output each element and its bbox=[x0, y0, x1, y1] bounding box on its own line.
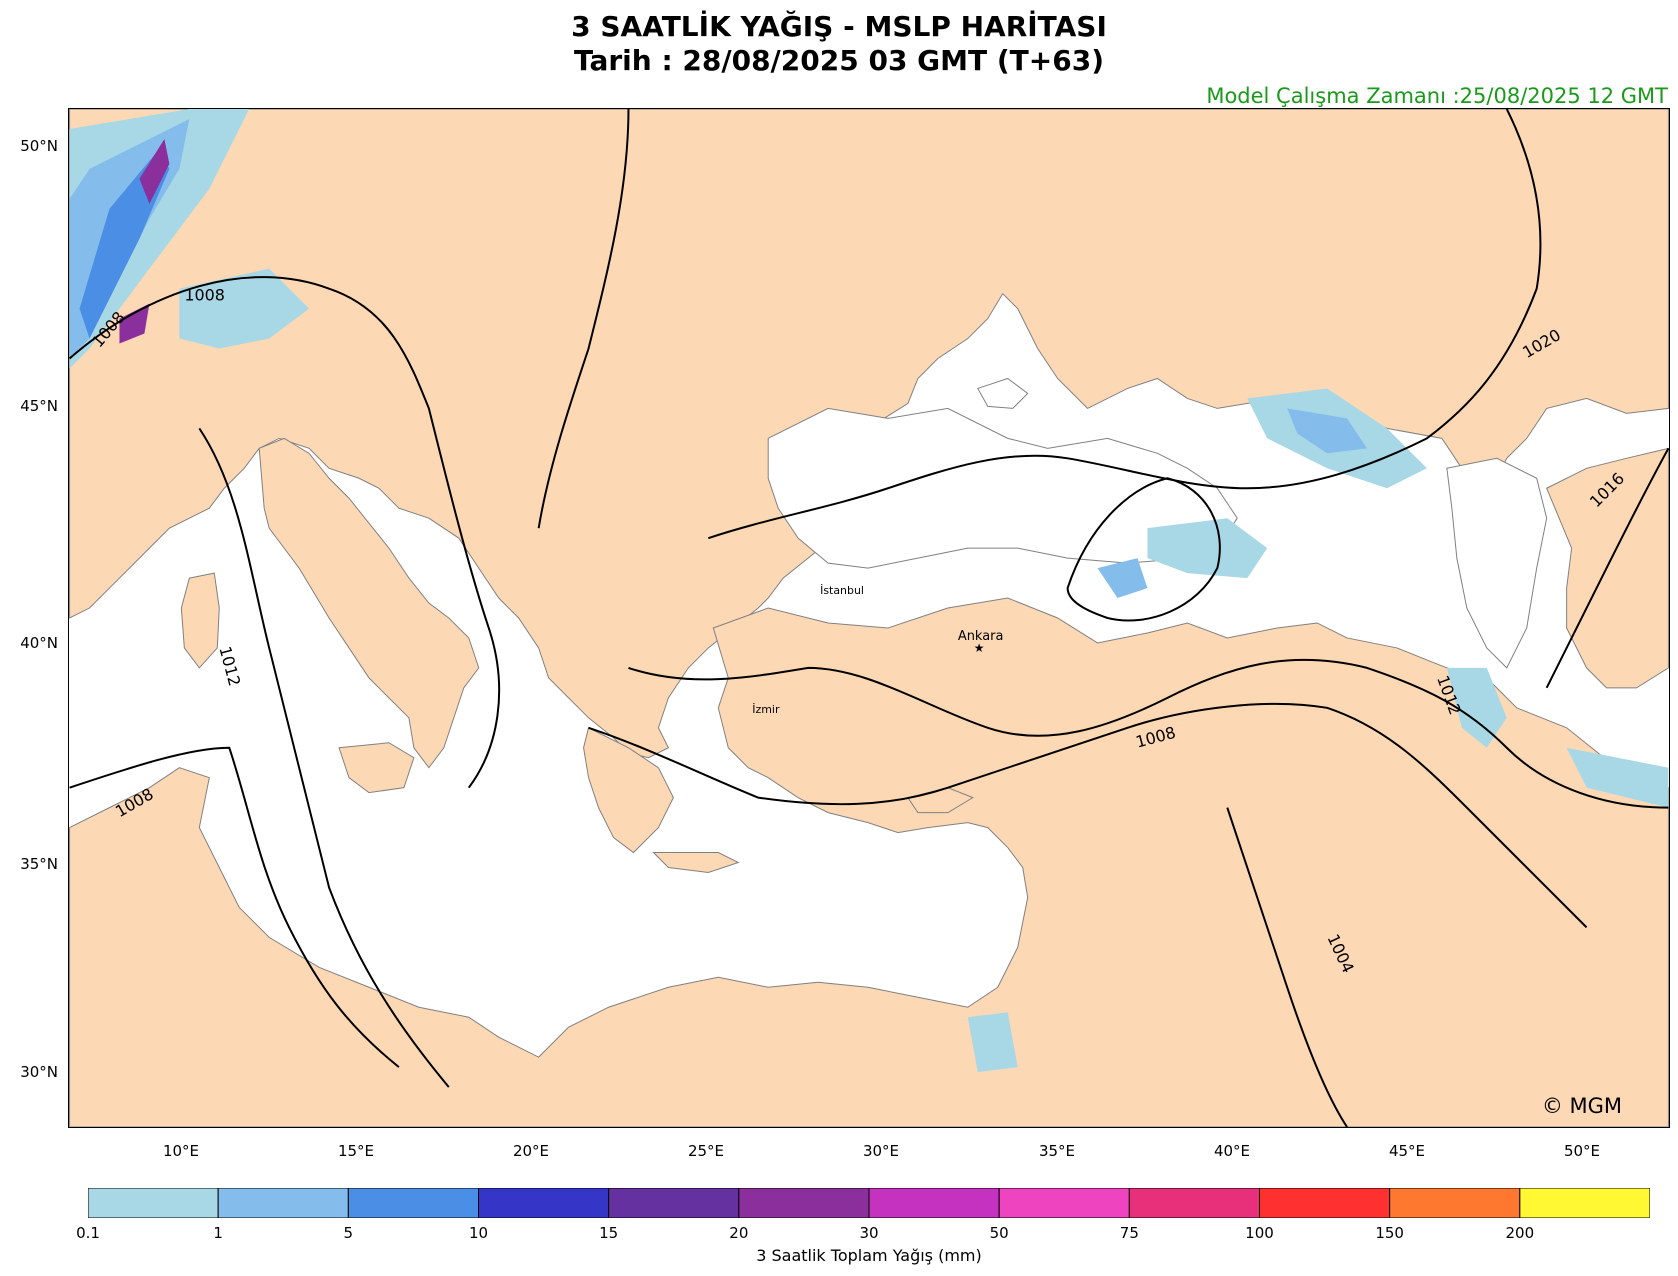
colorbar-title: 3 Saatlik Toplam Yağış (mm) bbox=[756, 1246, 982, 1265]
precip-alps-core2 bbox=[119, 303, 150, 344]
azov-sea bbox=[977, 377, 1029, 409]
precip-trabzon bbox=[1147, 518, 1268, 579]
colorbar-tick-label: 5 bbox=[343, 1224, 354, 1242]
lon-label-45: 45°E bbox=[1388, 1142, 1426, 1160]
lat-label-30: 30°N bbox=[20, 1063, 58, 1081]
city-star-ankara: ★ bbox=[974, 641, 985, 655]
precipitation-colorbar bbox=[88, 1188, 1650, 1218]
sardinia-land bbox=[180, 572, 220, 669]
city-label-ankara: Ankara bbox=[958, 629, 1004, 644]
precip-sinai bbox=[967, 1012, 1018, 1073]
isobar-1008-turkey bbox=[628, 658, 1669, 809]
lon-label-35: 35°E bbox=[1038, 1142, 1076, 1160]
lat-label-50: 50°N bbox=[20, 137, 58, 155]
isobar-1016 bbox=[1545, 447, 1669, 689]
inland-seas bbox=[767, 377, 1548, 669]
colorbar-segment bbox=[88, 1188, 219, 1218]
colorbar-segment bbox=[1128, 1188, 1261, 1218]
colorbar-tick-label: 0.1 bbox=[76, 1224, 100, 1242]
isobar-label-1: 1008 bbox=[184, 286, 225, 305]
precip-caucasus-mid bbox=[1287, 408, 1368, 454]
lon-label-50: 50°E bbox=[1563, 1142, 1601, 1160]
crete-land bbox=[652, 852, 740, 874]
sicily-land bbox=[338, 742, 415, 794]
city-label-izmir: İzmir bbox=[752, 703, 780, 716]
colorbar-tick-label: 20 bbox=[729, 1224, 749, 1242]
anatolia-middleeast-africa-land bbox=[69, 597, 1669, 1127]
city-markers: İstanbul Ankara ★ İzmir bbox=[752, 584, 1003, 716]
land-masses bbox=[69, 109, 1669, 1127]
colorbar-segment bbox=[347, 1188, 480, 1218]
colorbar-tick-label: 1 bbox=[213, 1224, 223, 1242]
colorbar-tick-label: 15 bbox=[599, 1224, 619, 1242]
lon-label-40: 40°E bbox=[1213, 1142, 1251, 1160]
precipitation-mslp-map: 1008 1008 1008 1012 1008 1012 1004 1016 … bbox=[68, 108, 1670, 1128]
lat-label-35: 35°N bbox=[20, 855, 58, 873]
isobar-1012-anatolia bbox=[588, 702, 1588, 929]
colorbar-segment bbox=[1519, 1188, 1650, 1218]
precipitation-areas bbox=[69, 109, 1669, 1073]
model-run-time: Model Çalışma Zamanı :25/08/2025 12 GMT bbox=[1206, 84, 1668, 108]
colorbar-tick-label: 150 bbox=[1375, 1224, 1404, 1242]
colorbar-tick-label: 50 bbox=[989, 1224, 1009, 1242]
isobar-1004 bbox=[1226, 807, 1348, 1127]
lon-label-30: 30°E bbox=[862, 1142, 900, 1160]
isobar-1020 bbox=[708, 109, 1542, 540]
colorbar-segment bbox=[738, 1188, 870, 1218]
colorbar-segment bbox=[478, 1188, 610, 1218]
colorbar-segment bbox=[868, 1188, 1000, 1218]
colorbar-segment bbox=[998, 1188, 1130, 1218]
precip-caspian-shore bbox=[1446, 667, 1507, 748]
city-label-istanbul: İstanbul bbox=[820, 584, 864, 597]
copyright: © MGM bbox=[1541, 1094, 1622, 1118]
lon-label-25: 25°E bbox=[687, 1142, 725, 1160]
italy-land bbox=[258, 437, 480, 769]
precip-alps-core bbox=[139, 138, 170, 204]
map-date: Tarih : 28/08/2025 03 GMT (T+63) bbox=[573, 44, 1104, 77]
colorbar-tick-label: 10 bbox=[468, 1224, 489, 1242]
lon-label-15: 15°E bbox=[337, 1142, 375, 1160]
colorbar-tick-label: 200 bbox=[1505, 1224, 1535, 1242]
greece-land bbox=[583, 727, 674, 854]
lat-label-40: 40°N bbox=[20, 634, 58, 652]
colorbar-tick-label: 100 bbox=[1245, 1224, 1274, 1242]
colorbar-segment bbox=[608, 1188, 740, 1218]
precip-north-italy bbox=[179, 268, 310, 349]
isobar-1012-central-europe bbox=[537, 109, 630, 529]
colorbar-segment bbox=[1259, 1188, 1391, 1218]
isobar-1008-sw bbox=[69, 746, 400, 1068]
caspian-sea bbox=[1446, 457, 1548, 669]
precip-ordu bbox=[1097, 558, 1148, 599]
isobar-1008-west bbox=[69, 276, 501, 789]
colorbar-segment bbox=[217, 1188, 349, 1218]
lon-label-20: 20°E bbox=[512, 1142, 550, 1160]
isobar-1012-blacksea bbox=[1066, 477, 1221, 622]
colorbar-segment bbox=[1389, 1188, 1521, 1218]
map-title: 3 SAATLİK YAĞIŞ - MSLP HARİTASI bbox=[571, 10, 1107, 43]
colorbar-tick-label: 30 bbox=[859, 1224, 879, 1242]
colorbar-tick-label: 75 bbox=[1119, 1224, 1139, 1242]
isobars bbox=[69, 109, 1669, 1127]
lon-label-10: 10°E bbox=[162, 1142, 200, 1160]
lat-label-45: 45°N bbox=[20, 397, 58, 415]
isobar-1012-west bbox=[198, 427, 450, 1088]
